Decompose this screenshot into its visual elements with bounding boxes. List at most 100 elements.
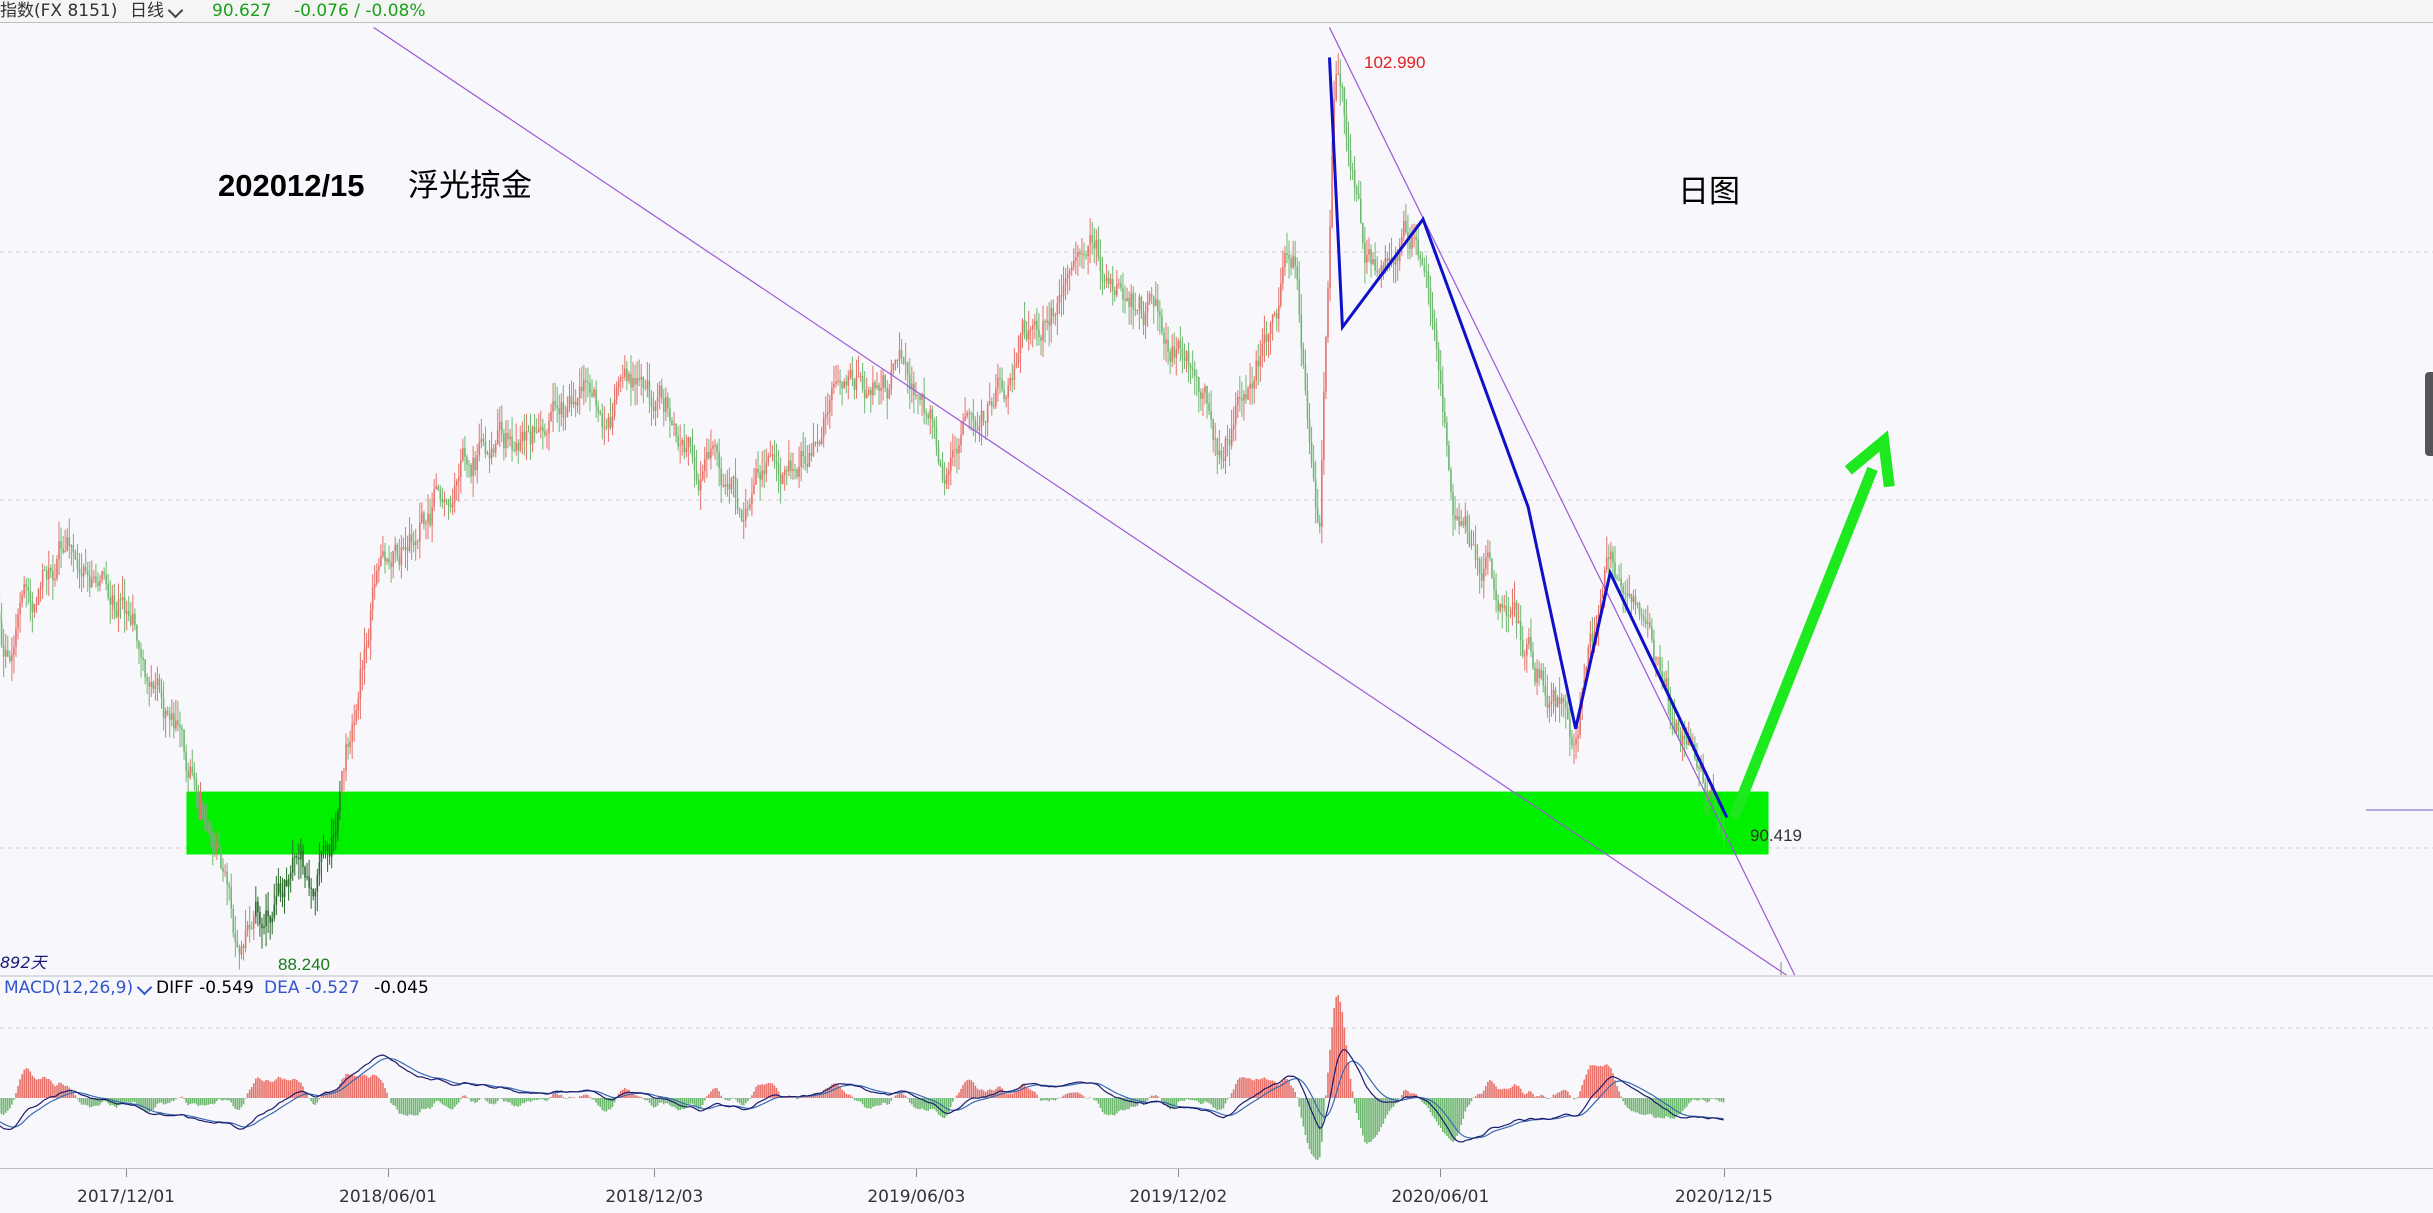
candle-body bbox=[1, 623, 3, 646]
period-selector[interactable]: 日线 bbox=[130, 0, 181, 22]
candle-body bbox=[724, 485, 726, 487]
candle-body bbox=[60, 541, 62, 548]
candle-body bbox=[692, 446, 694, 457]
candle-body bbox=[1294, 256, 1296, 266]
candle-body bbox=[476, 455, 478, 470]
candle-body bbox=[351, 725, 353, 742]
candle-body bbox=[1200, 392, 1202, 399]
candle-body bbox=[683, 440, 685, 452]
candle-body bbox=[556, 405, 558, 408]
author-label: 浮光掠金 bbox=[408, 168, 532, 204]
candle-body bbox=[517, 443, 519, 451]
x-tick-mark bbox=[1724, 1169, 1725, 1177]
candle-body bbox=[888, 389, 890, 398]
candle-body bbox=[353, 722, 355, 725]
candle-body bbox=[1303, 348, 1305, 365]
candle-body bbox=[899, 350, 901, 361]
candle-body bbox=[651, 398, 653, 407]
candle-body bbox=[1417, 240, 1419, 256]
price-chart[interactable]: 202012/15 浮光掠金 日图 102.990 88.240 90.419 … bbox=[0, 23, 2433, 975]
candle-body bbox=[9, 656, 11, 661]
candle-body bbox=[1108, 278, 1110, 284]
candle-body bbox=[1153, 297, 1155, 306]
candle-body bbox=[671, 421, 673, 426]
candle-body bbox=[1442, 384, 1444, 412]
candle-body bbox=[1292, 256, 1294, 267]
low-label: 88.240 bbox=[278, 955, 330, 974]
candle-body bbox=[1645, 620, 1647, 624]
candle-body bbox=[993, 406, 995, 407]
candle-body bbox=[647, 381, 649, 389]
candle-body bbox=[360, 669, 362, 698]
candle-body bbox=[1704, 782, 1706, 789]
candle-body bbox=[503, 433, 505, 448]
candle-body bbox=[1219, 451, 1221, 455]
candle-body bbox=[171, 713, 173, 720]
candle-body bbox=[515, 443, 517, 451]
candle-body bbox=[1178, 341, 1180, 350]
candle-body bbox=[513, 450, 515, 451]
candle-body bbox=[1233, 425, 1235, 430]
candle-body bbox=[546, 434, 548, 435]
candle-body bbox=[1122, 288, 1124, 300]
candle-body bbox=[778, 464, 780, 474]
candle-body bbox=[1120, 283, 1122, 287]
candle-body bbox=[919, 396, 921, 400]
candle-body bbox=[13, 647, 15, 655]
candle-body bbox=[1323, 391, 1325, 459]
candle-body bbox=[991, 402, 993, 407]
candle-body bbox=[267, 911, 269, 917]
candle-body bbox=[929, 409, 931, 418]
candle-body bbox=[56, 559, 58, 579]
price-change: -0.076 / -0.08% bbox=[294, 0, 425, 22]
scroll-handle[interactable] bbox=[2425, 372, 2433, 456]
candle-body bbox=[1364, 243, 1366, 263]
candle-body bbox=[526, 431, 528, 440]
macd-chart[interactable] bbox=[0, 975, 2433, 1168]
candle-body bbox=[968, 413, 970, 414]
candle-body bbox=[1698, 767, 1700, 768]
candle-body bbox=[1208, 403, 1210, 411]
arrow-shaft bbox=[1734, 469, 1873, 817]
candle-body bbox=[42, 570, 44, 587]
candle-body bbox=[1430, 288, 1432, 309]
candle-body bbox=[1262, 344, 1264, 357]
candle-body bbox=[1342, 86, 1344, 88]
candle-body bbox=[157, 679, 159, 686]
candle-body bbox=[1612, 552, 1614, 563]
candle-body bbox=[1077, 252, 1079, 257]
candle-body bbox=[1512, 609, 1514, 614]
candle-body bbox=[282, 893, 284, 898]
date-title: 202012/15 bbox=[218, 168, 365, 203]
candle-body bbox=[1567, 708, 1569, 719]
candle-body bbox=[595, 390, 597, 407]
candle-body bbox=[1721, 829, 1723, 830]
candle-body bbox=[407, 547, 409, 551]
candle-body bbox=[975, 420, 977, 429]
candle-body bbox=[109, 598, 111, 605]
candle-body bbox=[1450, 470, 1452, 492]
candle-body bbox=[1344, 88, 1346, 115]
candle-body bbox=[374, 584, 376, 588]
candle-body bbox=[329, 852, 331, 857]
candle-body bbox=[544, 431, 546, 435]
candle-body bbox=[948, 471, 950, 475]
candle-body bbox=[204, 811, 206, 823]
candle-body bbox=[456, 481, 458, 485]
candle-body bbox=[552, 401, 554, 412]
candle-body bbox=[298, 858, 300, 860]
candle-body bbox=[540, 427, 542, 429]
candle-body bbox=[1317, 508, 1319, 522]
candle-body bbox=[1419, 255, 1421, 258]
candle-body bbox=[1432, 308, 1434, 321]
candle-body bbox=[811, 453, 813, 456]
candle-body bbox=[907, 363, 909, 375]
candle-body bbox=[15, 629, 17, 647]
candle-body bbox=[458, 477, 460, 481]
candle-body bbox=[71, 545, 73, 546]
candle-body bbox=[310, 887, 312, 888]
candle-body bbox=[175, 720, 177, 728]
candle-body bbox=[472, 458, 474, 477]
support-zone bbox=[186, 792, 1768, 855]
candle-body bbox=[491, 449, 493, 459]
